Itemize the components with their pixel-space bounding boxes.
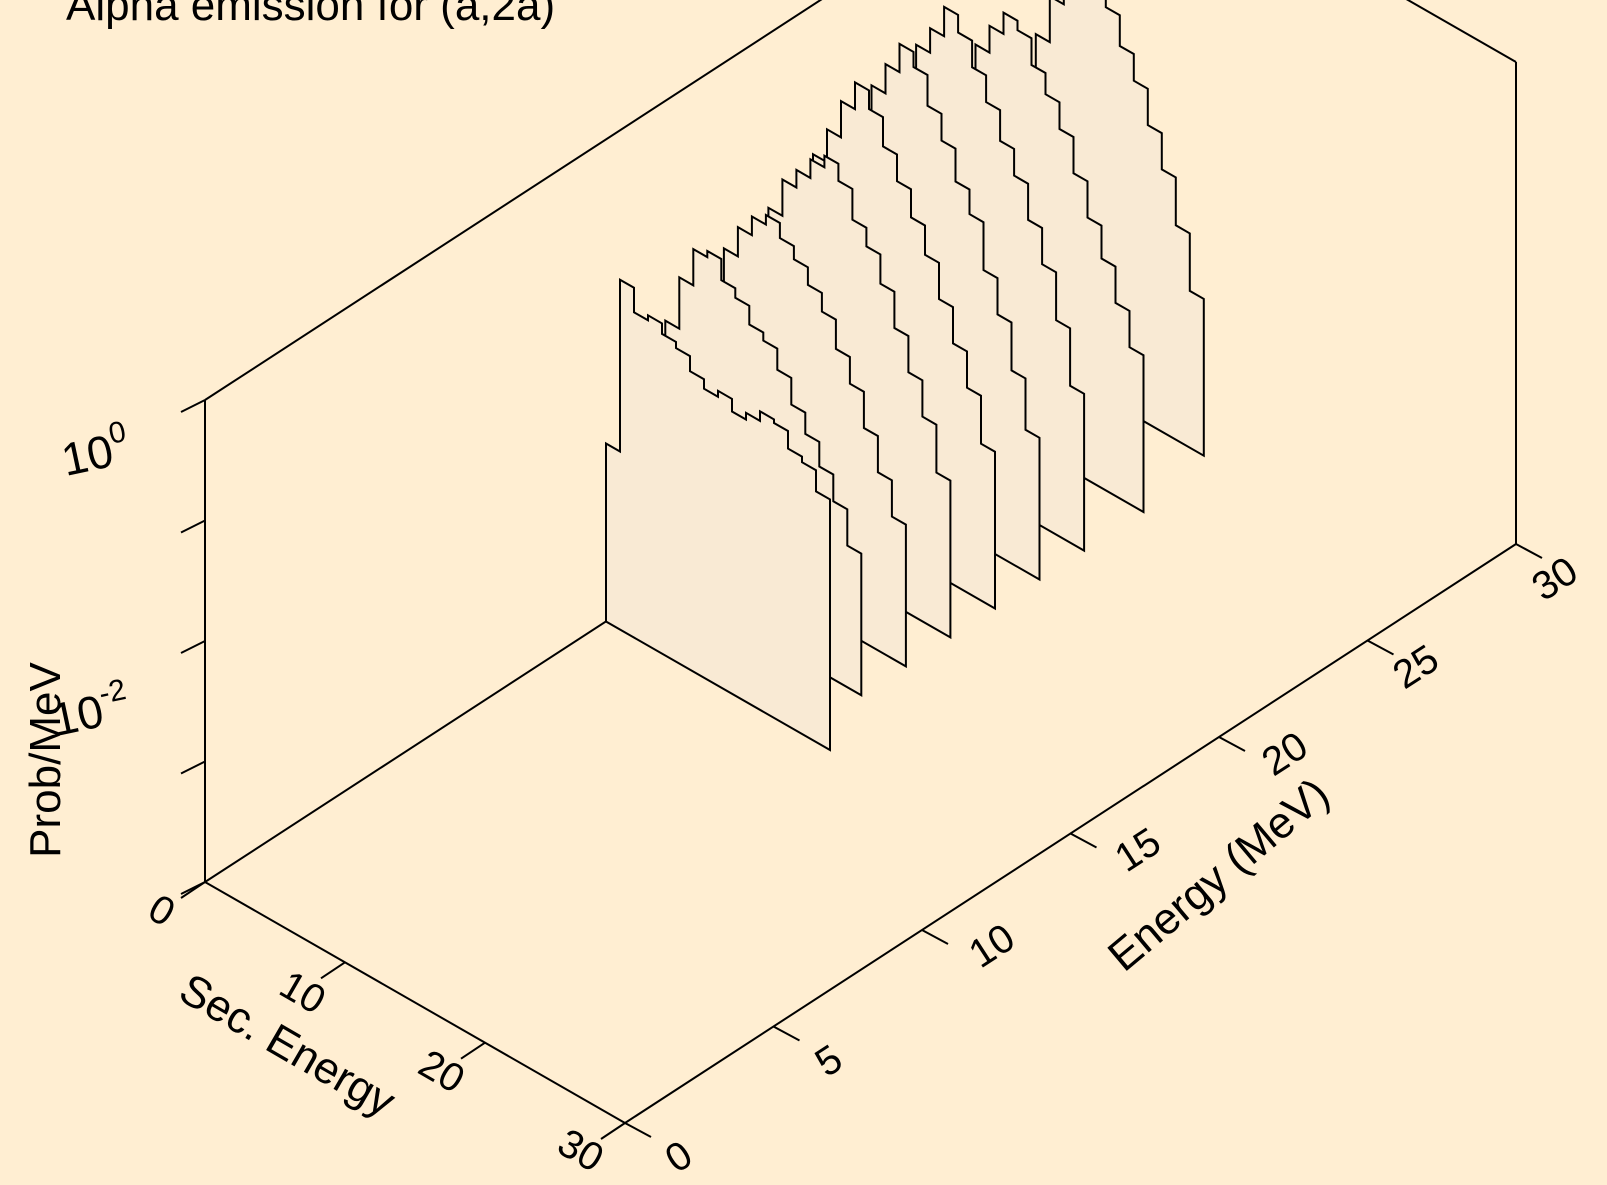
z-tick-label-exp: 0 <box>106 415 129 451</box>
z-tick-labels: 100 10-2 <box>47 415 134 746</box>
chart-title: Alpha emission for (a,2a) <box>66 0 555 30</box>
z-tick <box>180 760 206 775</box>
energy-tick <box>1070 832 1097 849</box>
sec-energy-axis-line <box>204 881 626 1124</box>
z-tick-label-exp: -2 <box>96 673 129 711</box>
back-edge-top <box>204 0 823 401</box>
energy-tick <box>773 1025 800 1042</box>
energy-tick-label: 30 <box>1524 549 1585 610</box>
energy-tick-label: 0 <box>658 1133 701 1182</box>
sec-energy-tick <box>600 1122 626 1140</box>
sec-energy-tick-labels: 0 10 20 30 <box>141 886 611 1181</box>
z-tick <box>180 399 206 413</box>
z-axis-label: Prob/MeV <box>21 662 70 858</box>
sec-energy-tick-label: 0 <box>141 886 182 935</box>
sec-energy-tick-label: 20 <box>411 1042 472 1102</box>
sec-energy-tick <box>460 1041 486 1060</box>
spectrum-curtain <box>605 277 831 752</box>
back-wall-right-top <box>1405 0 1517 63</box>
energy-tick-label: 25 <box>1385 637 1446 698</box>
energy-tick-label: 5 <box>808 1037 851 1086</box>
z-tick <box>180 519 206 534</box>
energy-tick <box>1367 639 1394 656</box>
energy-tick <box>921 929 949 945</box>
energy-tick-label: 10 <box>961 916 1022 977</box>
energy-tick <box>624 1122 652 1138</box>
z-tick-label-base: 10 <box>57 424 118 486</box>
tick-marks <box>180 399 1543 1140</box>
curtains <box>605 0 1205 752</box>
sec-energy-tick <box>320 961 346 980</box>
z-tick-label-base: 10 <box>47 684 108 746</box>
svg-text:100: 100 <box>56 415 134 486</box>
energy-tick <box>1515 543 1543 559</box>
z-tick <box>180 640 206 654</box>
energy-tick <box>1218 736 1246 752</box>
sec-energy-tick-label: 30 <box>550 1121 611 1181</box>
energy-tick-label: 15 <box>1107 820 1168 881</box>
z-tick <box>180 881 206 895</box>
